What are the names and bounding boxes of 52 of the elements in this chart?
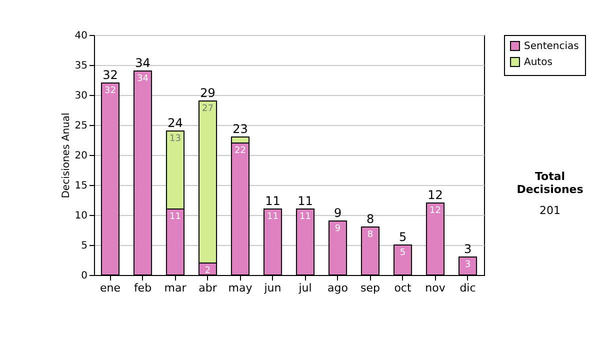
data-label: 2 [204, 266, 211, 276]
total-label: 32 [102, 68, 118, 82]
x-tick-label: feb [134, 282, 152, 294]
y-tick-label: 35 [74, 60, 88, 72]
total-label: 24 [168, 116, 183, 130]
total-label: 11 [298, 194, 313, 208]
data-label: 11 [300, 212, 311, 222]
y-tick-label: 20 [74, 150, 88, 162]
data-label: 22 [234, 146, 246, 156]
x-tick-label: oct [394, 282, 412, 294]
data-label: 3 [464, 260, 471, 270]
x-tick-label: jun [263, 282, 282, 294]
x-tick-label: ene [100, 282, 121, 294]
x-tick-label: jul [298, 282, 312, 294]
total-label: 34 [135, 56, 150, 70]
text: 201 [538, 204, 562, 217]
x-tick-label: abr [198, 282, 218, 294]
x-tick-label: sep [360, 282, 380, 294]
x-tick-label: dic [460, 282, 476, 294]
x-tick-label: nov [425, 282, 446, 294]
total-label: 9 [334, 206, 342, 220]
total-label: 3 [464, 242, 472, 256]
y-tick-label: 15 [74, 180, 88, 192]
total-label: 29 [200, 86, 216, 100]
data-label: 8 [367, 230, 374, 240]
x-tick-label: may [228, 282, 253, 294]
total-label: 12 [428, 188, 443, 202]
x-tick-label: mar [164, 282, 187, 294]
data-label: 12 [430, 206, 441, 216]
legend-label: Sentencias [524, 41, 579, 52]
data-label: 13 [170, 134, 181, 144]
data-label: 9 [334, 224, 341, 234]
total-label: 8 [366, 212, 374, 226]
data-label: 32 [104, 86, 116, 96]
data-label: 34 [137, 74, 149, 84]
data-label: 27 [202, 104, 214, 114]
y-tick-label: 25 [74, 120, 88, 132]
y-tick-label: 0 [81, 270, 88, 282]
data-label: 5 [400, 248, 406, 258]
text: Total Decisiones [516, 170, 584, 196]
y-tick-label: 30 [74, 90, 88, 102]
total-label: 5 [398, 230, 407, 244]
legend-label: Autos [524, 57, 552, 68]
total-label: 11 [265, 194, 280, 208]
data-label: 11 [170, 212, 181, 222]
y-tick-label: 40 [74, 30, 88, 42]
y-tick-label: 5 [81, 240, 88, 252]
y-axis-title: Decisiones Anual [60, 112, 72, 198]
x-tick-label: ago [328, 282, 348, 294]
total-label: 23 [232, 122, 248, 136]
data-label: 11 [267, 212, 278, 222]
y-tick-label: 10 [74, 210, 88, 222]
